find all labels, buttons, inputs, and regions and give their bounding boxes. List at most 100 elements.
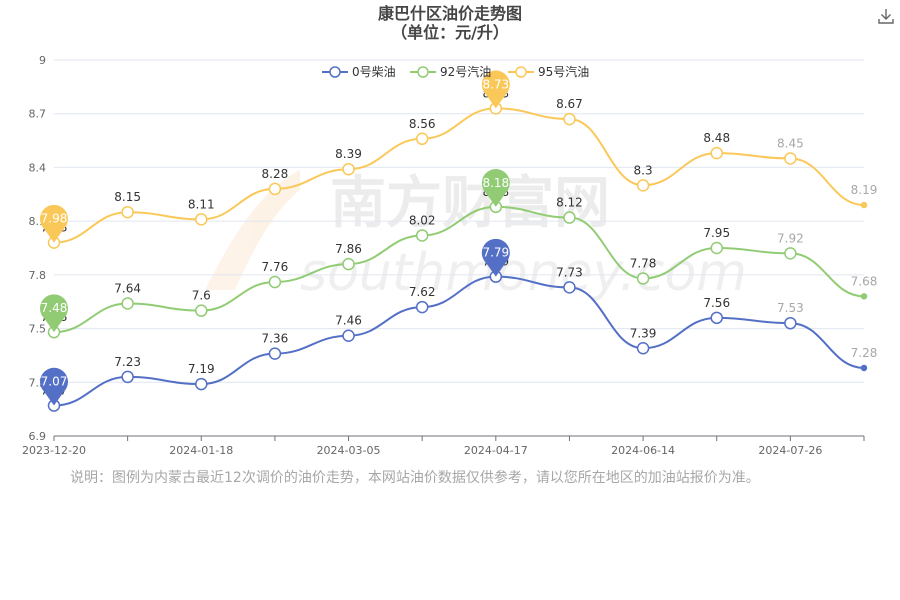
data-point[interactable] [415, 300, 429, 314]
data-point[interactable] [784, 247, 797, 260]
pin-marker [40, 367, 69, 406]
data-label: 7.86 [335, 242, 362, 256]
pin-label: 7.98 [41, 212, 68, 226]
data-label: 7.53 [777, 301, 804, 315]
data-label: 7.23 [114, 355, 141, 369]
data-label: 7.62 [409, 285, 436, 299]
data-label: 8.39 [335, 147, 362, 161]
chart-title: 康巴什区油价走势图 （单位：元/升） [0, 4, 900, 42]
data-label: 8.67 [556, 97, 583, 111]
legend-item-2[interactable]: 95号汽油 [508, 64, 589, 79]
data-label: 7.6 [192, 289, 211, 303]
legend-item-1[interactable]: 92号汽油 [410, 64, 491, 79]
legend-marker [515, 66, 527, 78]
data-label: 7.76 [262, 260, 289, 274]
data-point[interactable] [563, 112, 576, 126]
line-chart: 南方财富网 southmoney.com 6.97.27.57.88.18.48… [22, 54, 878, 457]
data-label: 8.15 [114, 190, 141, 204]
data-point[interactable] [121, 370, 134, 384]
data-label: 8.56 [409, 117, 436, 131]
data-point[interactable] [710, 146, 723, 160]
y-tick-label: 8.7 [29, 108, 47, 121]
x-tick-label: 2024-06-14 [611, 444, 675, 457]
legend-label: 95号汽油 [538, 64, 589, 79]
pin-marker [40, 204, 69, 243]
data-point[interactable] [563, 281, 576, 294]
data-label: 7.78 [630, 256, 657, 270]
data-label: 7.56 [703, 296, 730, 310]
data-point[interactable] [563, 211, 576, 224]
data-label: 7.46 [335, 314, 362, 328]
data-point[interactable] [860, 293, 868, 300]
data-point[interactable] [195, 377, 208, 391]
chart-title-line1: 康巴什区油价走势图 [377, 4, 522, 23]
watermark-cn: 南方财富网 [330, 171, 610, 236]
data-point[interactable] [268, 347, 282, 360]
data-label: 7.19 [188, 362, 215, 376]
legend-marker [417, 66, 429, 78]
data-point[interactable] [342, 329, 355, 342]
data-point[interactable] [710, 311, 723, 325]
x-tick-label: 2024-03-05 [317, 444, 381, 457]
pin-label: 8.18 [482, 176, 509, 190]
legend-marker [329, 66, 341, 78]
data-point[interactable] [860, 364, 868, 372]
data-label: 7.73 [556, 265, 583, 279]
watermark: 南方财富网 southmoney.com [205, 170, 747, 303]
min-pin-0: 7.07 [40, 367, 69, 406]
data-point[interactable] [415, 229, 429, 242]
legend-item-0[interactable]: 0号柴油 [322, 65, 396, 79]
data-point[interactable] [784, 316, 797, 330]
data-label: 8.11 [188, 197, 215, 211]
y-tick-label: 9 [39, 54, 46, 67]
data-point[interactable] [636, 342, 650, 355]
legend-label: 92号汽油 [440, 64, 491, 79]
data-point[interactable] [121, 297, 134, 310]
max-pin-1: 8.18 [481, 169, 510, 207]
legend-label: 0号柴油 [352, 65, 396, 79]
pin-label: 7.07 [41, 375, 68, 389]
pin-marker [481, 238, 510, 277]
y-tick-label: 6.9 [29, 430, 47, 443]
x-tick-label: 2024-01-18 [169, 444, 233, 457]
pin-marker [40, 294, 69, 333]
chart-note: 说明：图例为内蒙古最近12次调价的油价走势，本网站油价数据仅供参考，请以您所在地… [70, 470, 760, 486]
data-point[interactable] [195, 213, 208, 226]
data-point[interactable] [784, 152, 797, 165]
pin-marker [481, 169, 510, 207]
pin-label: 7.79 [482, 246, 509, 260]
data-label: 7.92 [777, 231, 804, 245]
data-point[interactable] [195, 304, 208, 317]
data-label: 7.36 [262, 332, 289, 346]
data-point[interactable] [710, 241, 723, 255]
chart-title-line2: （单位：元/升） [391, 23, 509, 42]
data-point[interactable] [121, 205, 134, 219]
y-tick-label: 7.5 [29, 323, 47, 336]
download-icon[interactable] [876, 6, 896, 26]
data-point[interactable] [636, 179, 650, 192]
data-label: 7.68 [851, 274, 878, 288]
x-tick-label: 2024-07-26 [758, 444, 822, 457]
data-label: 8.12 [556, 196, 583, 210]
data-point[interactable] [342, 162, 355, 176]
max-pin-0: 7.79 [481, 238, 510, 277]
max-pin-2: 8.73 [481, 70, 510, 109]
y-tick-label: 8.4 [29, 161, 47, 174]
data-label: 8.3 [634, 163, 653, 177]
pin-label: 8.73 [482, 77, 509, 91]
data-label: 8.48 [703, 131, 730, 145]
watermark-en: southmoney.com [300, 243, 747, 303]
data-point[interactable] [636, 272, 650, 285]
data-point[interactable] [342, 257, 355, 271]
x-tick-label: 2023-12-20 [22, 444, 86, 457]
data-label: 8.28 [262, 167, 289, 181]
data-point[interactable] [268, 275, 282, 289]
min-pin-2: 7.98 [40, 204, 69, 243]
data-point[interactable] [268, 182, 282, 196]
data-point[interactable] [415, 132, 429, 146]
data-label: 8.45 [777, 136, 804, 150]
x-tick-label: 2024-04-17 [464, 444, 528, 457]
data-label: 7.64 [114, 282, 141, 296]
data-label: 7.28 [851, 346, 878, 360]
data-point[interactable] [860, 201, 868, 209]
